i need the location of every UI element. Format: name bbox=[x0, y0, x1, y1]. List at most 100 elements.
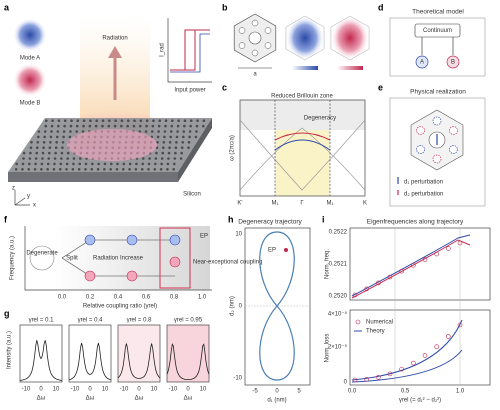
hole bbox=[56, 130, 60, 133]
hole bbox=[183, 119, 187, 122]
numerical bbox=[376, 374, 381, 380]
hole bbox=[45, 119, 48, 122]
hole bbox=[152, 119, 155, 122]
x-tick-label: 0 bbox=[275, 389, 279, 395]
x-tick-label: 0.8 bbox=[170, 295, 179, 301]
hole bbox=[187, 141, 191, 144]
plot-frame bbox=[349, 309, 491, 386]
numerical bbox=[387, 371, 393, 377]
hole bbox=[432, 116, 442, 126]
hole bbox=[49, 141, 52, 144]
mode-a bbox=[126, 234, 138, 246]
slab-side bbox=[8, 172, 178, 182]
hole bbox=[65, 162, 69, 166]
hole bbox=[157, 124, 161, 128]
hole bbox=[22, 151, 26, 155]
hole bbox=[62, 130, 66, 133]
hole bbox=[168, 146, 171, 149]
x-tick-label: 0.6 bbox=[142, 295, 151, 301]
hole bbox=[171, 119, 174, 122]
spectrum bbox=[166, 343, 210, 381]
hole bbox=[176, 130, 179, 133]
hole bbox=[77, 168, 81, 171]
hole bbox=[55, 135, 59, 139]
spectrum bbox=[19, 340, 63, 381]
hole bbox=[188, 135, 191, 139]
band bbox=[239, 119, 366, 191]
numerical bbox=[446, 246, 451, 251]
inset-y-label: I_rad bbox=[160, 43, 166, 57]
hole bbox=[101, 124, 104, 128]
hole bbox=[40, 168, 43, 171]
hole bbox=[41, 151, 45, 155]
y-label: ω (2πc/a) bbox=[230, 135, 236, 161]
hole bbox=[141, 157, 145, 160]
hole bbox=[164, 119, 168, 122]
axes bbox=[24, 226, 212, 291]
hole bbox=[61, 141, 65, 144]
theory-upper bbox=[351, 234, 471, 297]
hole bbox=[66, 157, 69, 160]
y-tick-label: 0.2520 bbox=[329, 294, 348, 300]
hole bbox=[94, 124, 98, 128]
hysteresis bbox=[170, 29, 210, 71]
y-label: Frequency (a.u.) bbox=[10, 236, 16, 280]
cell-hole bbox=[248, 31, 262, 45]
x-tick-label: 10 bbox=[200, 387, 207, 393]
hole bbox=[168, 141, 172, 144]
hole bbox=[172, 168, 175, 171]
x-tick-label: M₁ bbox=[326, 201, 333, 207]
coupling bbox=[421, 37, 454, 55]
hole bbox=[167, 151, 171, 155]
x-tick-label: Γ bbox=[300, 201, 304, 207]
hole bbox=[62, 135, 65, 139]
plot-frame bbox=[166, 324, 210, 383]
coord-axes bbox=[14, 190, 30, 206]
hole bbox=[44, 124, 48, 128]
axis-name: x bbox=[33, 203, 36, 209]
hole bbox=[55, 141, 59, 144]
hole bbox=[156, 135, 160, 139]
hole bbox=[63, 119, 67, 122]
cell-hole bbox=[251, 19, 259, 27]
y-tick-label: 0.2522 bbox=[329, 230, 348, 236]
hole bbox=[135, 162, 138, 166]
band-a bbox=[274, 139, 331, 151]
arrow-head bbox=[108, 46, 122, 58]
hole bbox=[84, 162, 88, 166]
x-tick-label: K' bbox=[237, 201, 242, 207]
hole bbox=[148, 157, 151, 160]
hole bbox=[187, 146, 190, 149]
hole bbox=[34, 162, 37, 166]
hole bbox=[176, 124, 180, 128]
x-tick-label: 0 bbox=[186, 387, 190, 393]
inset-axes bbox=[167, 18, 212, 83]
hole bbox=[75, 130, 79, 133]
hole bbox=[159, 168, 163, 171]
radiation-label: Radiation bbox=[102, 36, 127, 42]
hole bbox=[182, 130, 186, 133]
legend-label: Numerical bbox=[366, 320, 393, 326]
hole bbox=[116, 162, 119, 166]
x-tick-label: 0.0 bbox=[58, 295, 67, 301]
hole bbox=[177, 119, 180, 122]
panels: a b c d e f g h i Radiation Mode A Mode B I_rad Input… bbox=[4, 2, 491, 404]
numerical bbox=[446, 334, 451, 339]
hole bbox=[84, 168, 87, 171]
ep-label: EP bbox=[200, 234, 208, 240]
bg bbox=[167, 325, 209, 382]
y-label: Norm. freq. bbox=[325, 249, 331, 279]
inset-x-label: Input power bbox=[174, 88, 205, 94]
x-label: γrel (= d₁² − d₂²) bbox=[399, 398, 441, 404]
hole bbox=[432, 154, 442, 164]
hole bbox=[70, 119, 73, 122]
node-b bbox=[446, 55, 460, 69]
hole bbox=[50, 130, 53, 133]
hole bbox=[41, 157, 44, 160]
numerical bbox=[364, 286, 369, 292]
hole bbox=[170, 124, 174, 128]
hole bbox=[27, 168, 31, 171]
x-tick-label: 0.4 bbox=[114, 295, 123, 301]
hole bbox=[65, 168, 68, 171]
